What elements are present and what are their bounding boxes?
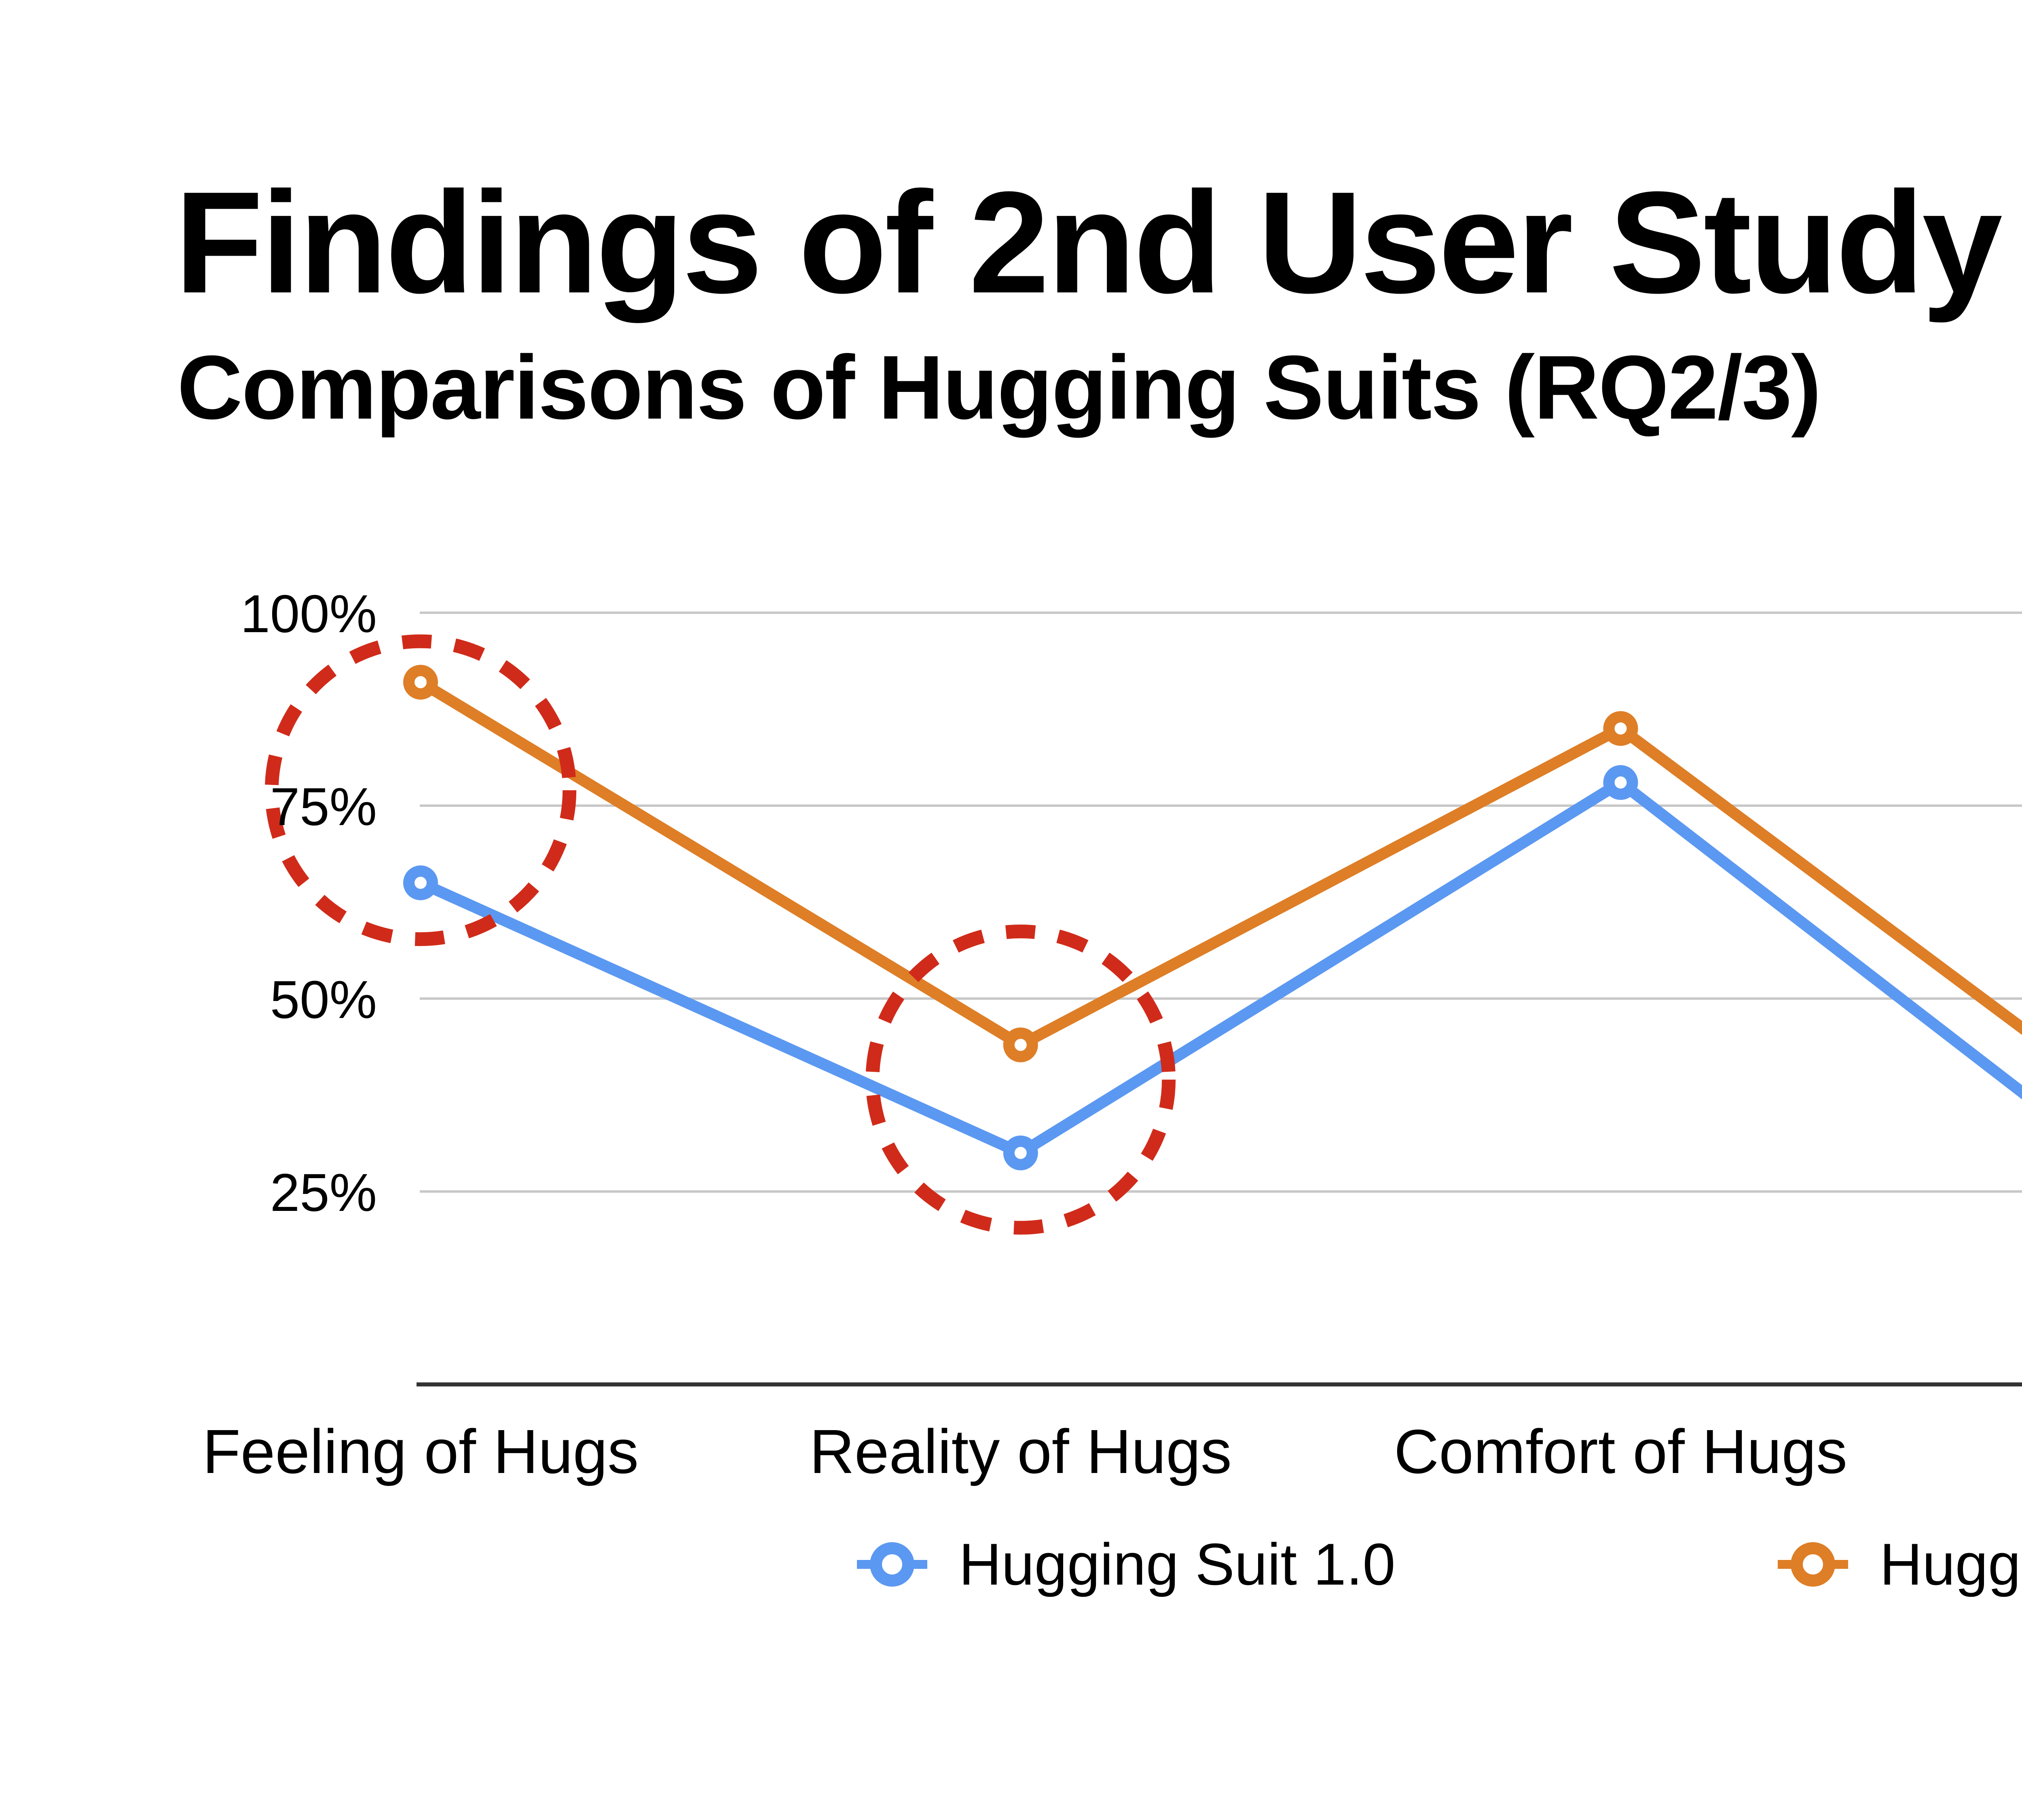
page-title: Findings of 2nd User Study	[175, 161, 2003, 323]
legend-label: Hugging Suit 2.0	[1880, 1531, 2022, 1597]
data-point-marker	[403, 665, 438, 700]
x-axis-category-label: Feeling of Hugs	[202, 1417, 639, 1486]
y-axis-tick-label: 25%	[270, 1163, 377, 1222]
data-point-marker	[403, 865, 438, 900]
y-axis-tick-label: 75%	[270, 777, 377, 836]
data-point-marker	[1603, 711, 1638, 746]
highlight-circle	[264, 634, 577, 946]
series-line-2	[415, 676, 2022, 1051]
legend-item: Hugging Suit 2.0	[1775, 1526, 2022, 1603]
legend-item: Hugging Suit 1.0	[854, 1526, 1396, 1603]
y-axis-tick-label: 50%	[270, 970, 377, 1029]
highlight-circle	[865, 925, 1176, 1235]
page-subtitle: Comparisons of Hugging Suits (RQ2/3)	[177, 337, 1821, 438]
x-axis-category-label: Comfort of Hugs	[1394, 1417, 1848, 1486]
legend-marker-icon	[857, 1542, 927, 1587]
data-point-marker	[1603, 765, 1638, 800]
data-point-marker	[1003, 1027, 1038, 1062]
data-point-marker	[1003, 1135, 1038, 1170]
y-axis-tick-label: 100%	[240, 584, 377, 643]
legend-marker-icon	[1778, 1542, 1848, 1587]
x-axis-category-label: Reality of Hugs	[809, 1417, 1232, 1486]
legend-label: Hugging Suit 1.0	[959, 1531, 1396, 1597]
x-axis-category-label: Forgot the suit	[1921, 1420, 2022, 1483]
